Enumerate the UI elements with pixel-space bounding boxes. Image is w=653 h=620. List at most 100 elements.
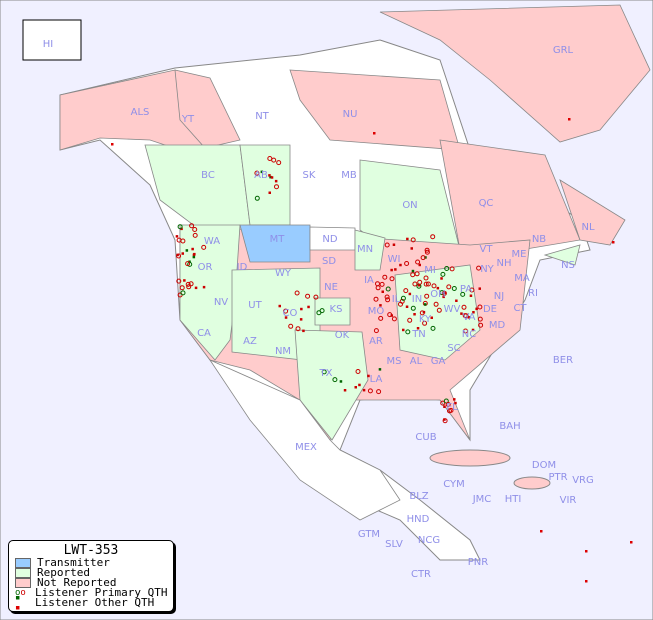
listener-other-qth — [630, 541, 633, 544]
listener-primary-qth — [316, 310, 322, 316]
listener-primary-qth — [430, 234, 436, 240]
listener-other-qth — [194, 286, 198, 290]
listener-other-qth — [394, 268, 397, 271]
region-label-vrg: VRG — [572, 475, 594, 486]
region-label-ny: NY — [480, 264, 494, 275]
listener-primary-qth — [422, 320, 428, 326]
listener-other-qth — [111, 143, 114, 146]
listener-other-qth — [612, 241, 615, 244]
listener-primary-qth — [389, 276, 395, 282]
listener-primary-qth — [439, 290, 445, 296]
listener-other-qth — [472, 311, 475, 314]
listener-other-qth — [183, 279, 186, 282]
listener-primary-qth — [283, 308, 289, 314]
listener-other-qth — [339, 380, 343, 383]
region-label-la: LA — [370, 374, 383, 385]
listener-other-qth — [418, 263, 421, 267]
listener-primary-qth — [254, 195, 260, 201]
legend-not-reported: Not Reported — [9, 577, 173, 588]
listener-primary-qth — [410, 272, 416, 278]
listener-primary-qth — [185, 261, 191, 267]
listener-other-qth — [411, 269, 415, 273]
region-label-grl: GRL — [553, 45, 574, 56]
listener-other-qth — [307, 305, 310, 309]
region-label-dom: DOM — [532, 460, 556, 471]
listener-other-qth — [408, 292, 412, 296]
region-label-sd: SD — [322, 256, 336, 267]
region-label-ks: KS — [330, 304, 343, 315]
region-label-ky: KY — [419, 314, 432, 325]
region-label-vir: VIR — [560, 495, 577, 506]
not-reported-swatch — [15, 578, 31, 588]
listener-other-qth — [185, 249, 189, 252]
listener-other-qth — [417, 284, 421, 287]
listener-primary-qth — [476, 265, 482, 271]
listener-other-qth — [300, 307, 303, 311]
region-label-ar: AR — [369, 336, 383, 347]
listener-other-qth — [299, 318, 303, 321]
region-east — [394, 264, 481, 361]
region-label-yt: YT — [181, 114, 195, 125]
listener-primary-qth — [385, 297, 391, 303]
region-label-mi: MI — [424, 265, 436, 276]
region-label-mo: MO — [368, 306, 385, 317]
listener-other-qth — [302, 329, 305, 333]
listener-other-qth — [284, 316, 288, 319]
listener-primary-qth — [177, 224, 183, 230]
region-label-mn: MN — [357, 244, 373, 255]
region-tx — [294, 329, 369, 441]
listener-primary-qth — [274, 184, 279, 190]
listener-primary-qth — [186, 284, 192, 290]
listener-primary-qth — [313, 294, 319, 300]
region-label-on: ON — [402, 200, 417, 211]
listener-other-qth — [392, 243, 396, 246]
listener-primary-qth — [185, 281, 191, 287]
listener-other-qth — [180, 227, 183, 231]
region-label-wv: WV — [444, 304, 461, 315]
region-label-nl: NL — [581, 222, 594, 233]
listener-other-qth — [405, 305, 409, 308]
region-label-ca: CA — [197, 328, 211, 339]
legend-label: Listener Primary QTH — [35, 586, 168, 599]
listener-other-qth — [390, 314, 393, 317]
listener-other-qth — [379, 304, 382, 307]
legend: LWT-353 Transmitter Reported Not Reporte… — [8, 540, 174, 613]
listener-primary-qth — [424, 249, 430, 255]
listener-other-qth — [270, 176, 274, 179]
listener-primary-qth — [477, 304, 483, 310]
region-label-nh: NH — [497, 258, 512, 269]
region-label-mex: MEX — [295, 442, 317, 453]
listener-primary-qth — [376, 389, 382, 395]
listener-primary-qth — [442, 418, 448, 424]
listener-other-qth — [390, 268, 393, 272]
region-label-wy: WY — [275, 268, 292, 279]
region-label-ms: MS — [387, 356, 402, 367]
region-label-me: ME — [512, 249, 527, 260]
region-label-vt: VT — [480, 244, 494, 255]
listener-other-qth — [478, 287, 481, 290]
listener-other-qth — [191, 247, 194, 251]
listener-primary-qth — [407, 317, 413, 323]
region-label-nm: NM — [275, 346, 291, 357]
legend-title: LWT-353 — [63, 543, 119, 558]
listener-primary-qth — [446, 284, 452, 290]
listener-primary-qth — [295, 326, 301, 332]
listener-primary-qth — [400, 295, 406, 301]
region-grl — [379, 4, 651, 143]
region-label-al: AL — [410, 356, 423, 367]
listener-primary-qth — [463, 328, 468, 334]
region-label-or: OR — [198, 262, 213, 273]
listener-primary-qth — [469, 287, 475, 293]
region-label-wa: WA — [204, 236, 220, 247]
region-mt — [239, 224, 311, 263]
listener-primary-qth — [385, 286, 391, 292]
legend-label: Transmitter — [37, 556, 110, 569]
listener-other-qth — [373, 132, 376, 135]
region-label-de: DE — [483, 304, 497, 315]
region-label-mt: MT — [270, 234, 286, 245]
region-label-in: IN — [412, 294, 422, 305]
region-label-ber: BER — [553, 355, 573, 366]
listener-other-qth — [202, 285, 206, 289]
listener-primary-qth — [271, 157, 277, 163]
